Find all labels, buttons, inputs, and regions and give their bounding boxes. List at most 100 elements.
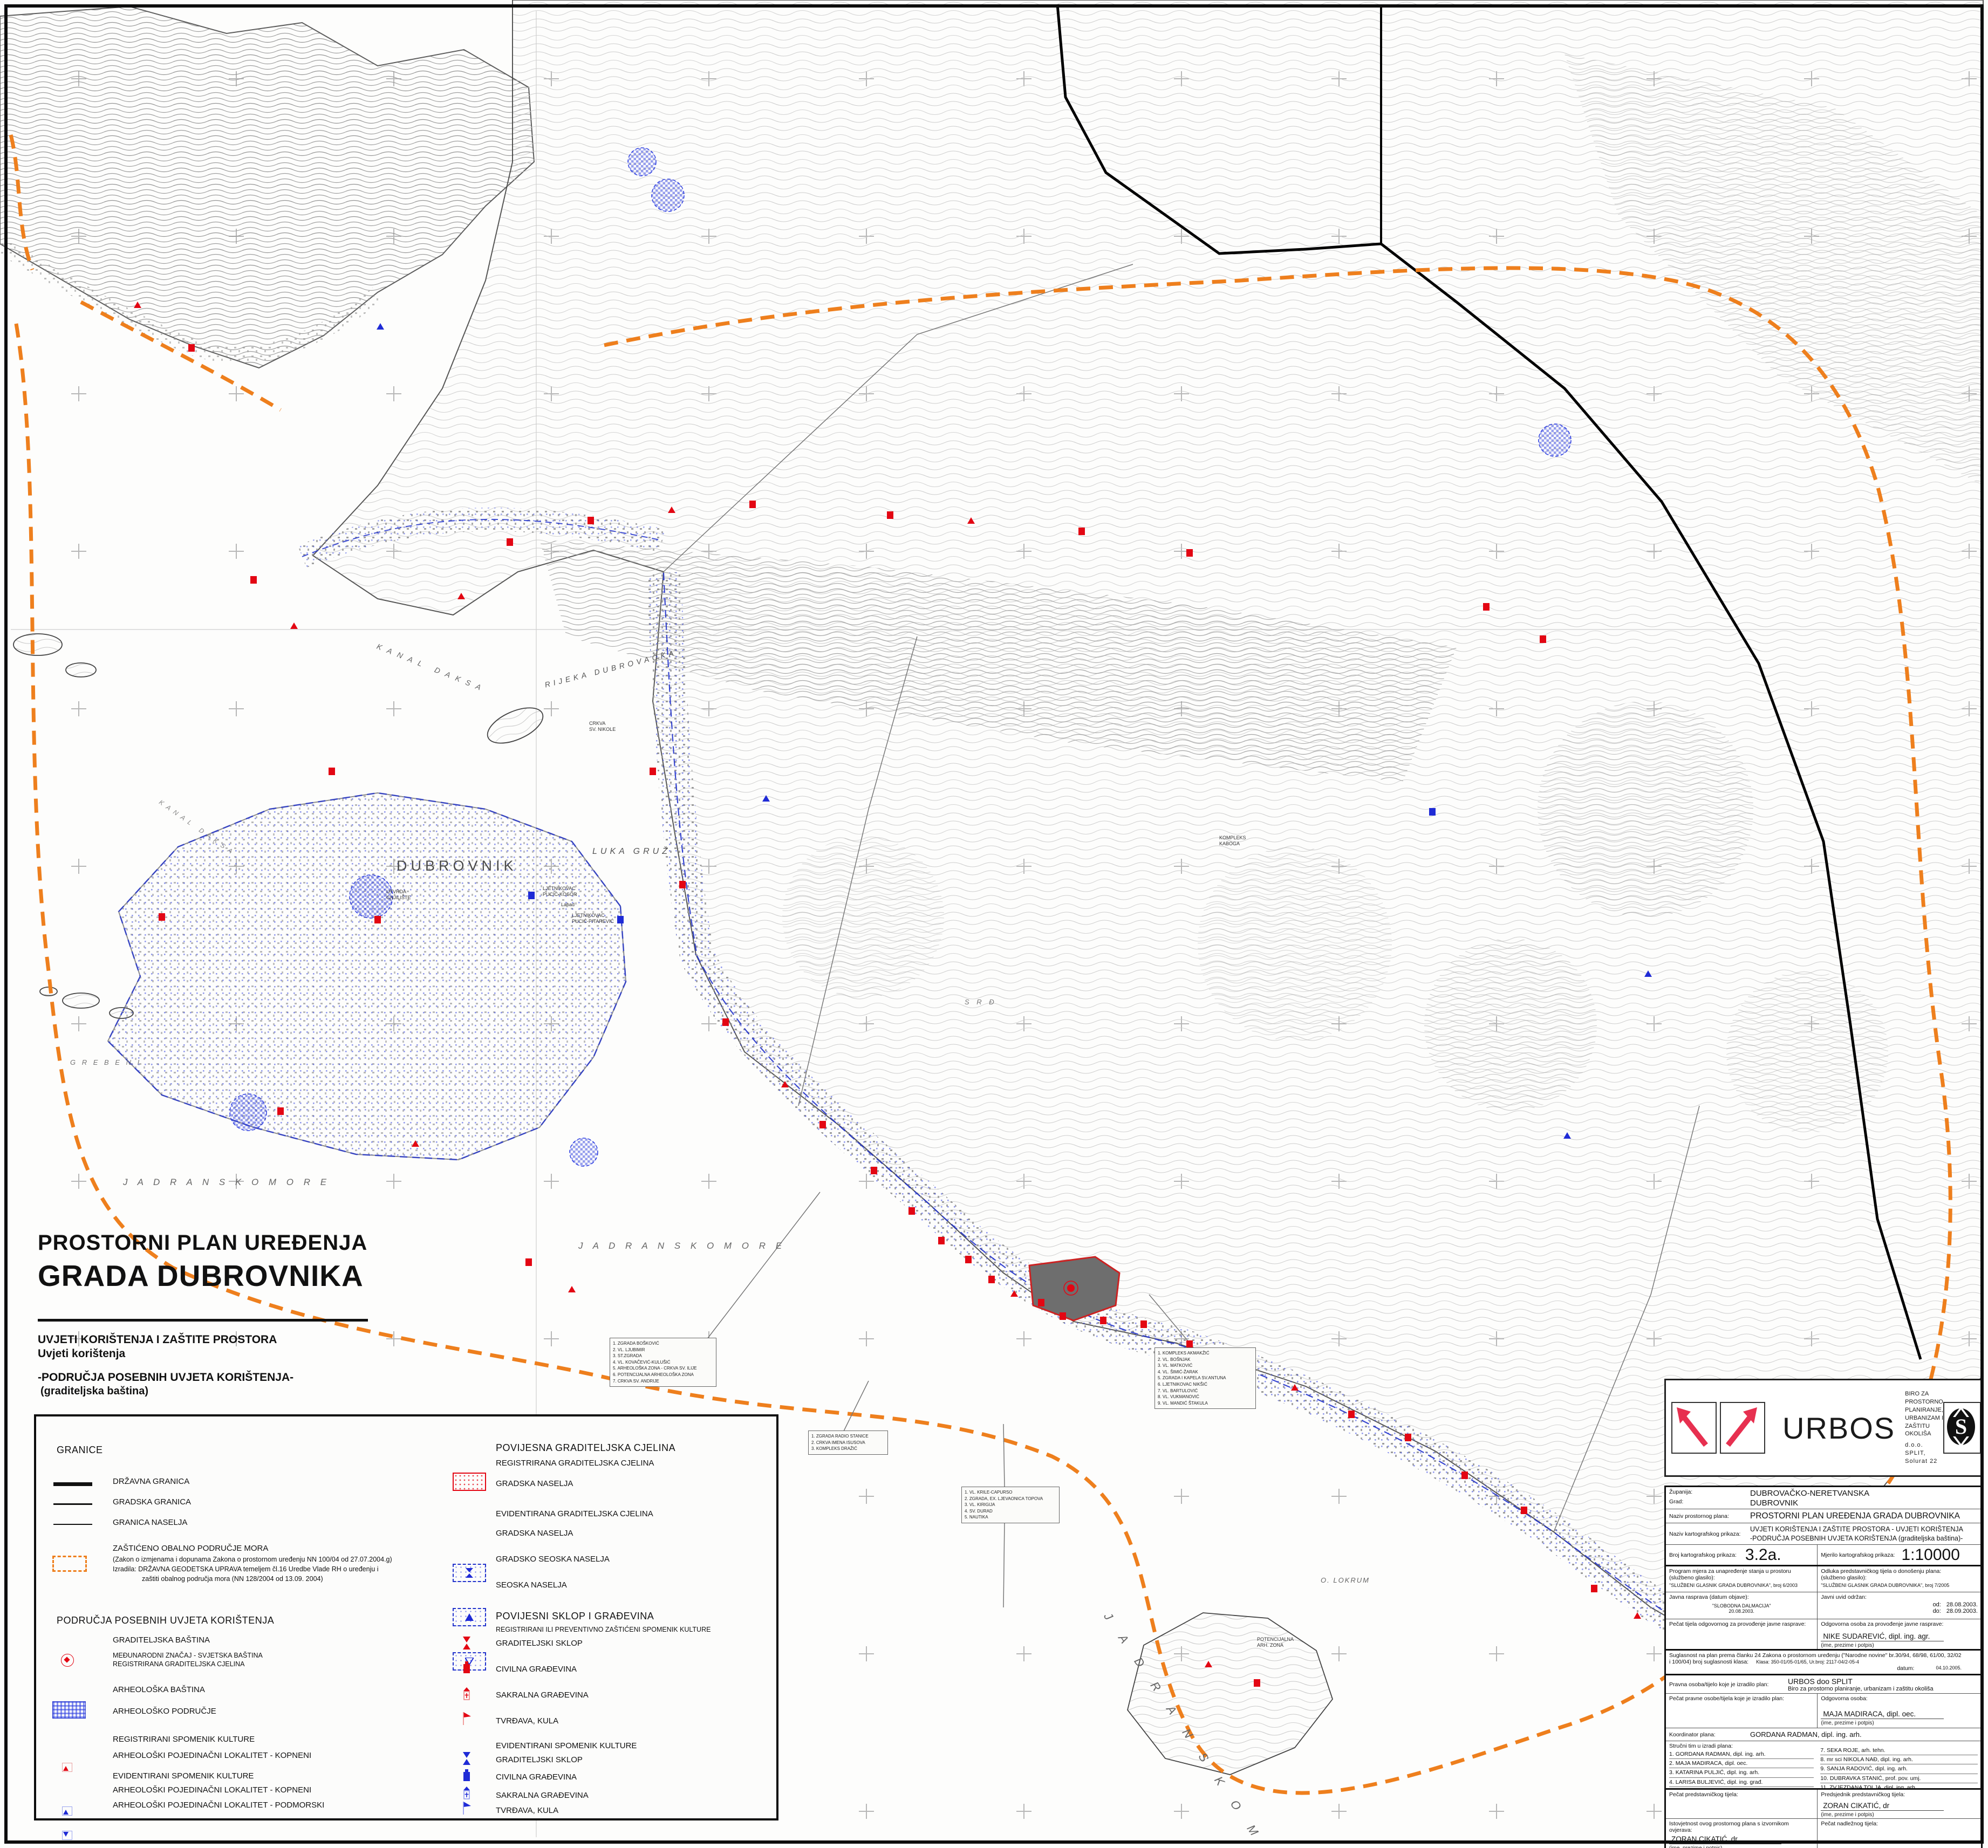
monument-marker-rs [722,1018,729,1026]
blue-fortress-flag-icon [463,1802,471,1815]
odgovorna-label: Odgovorna osoba: [1821,1695,1868,1702]
map-small-label: Lapad [561,902,575,907]
monument-marker-rs [1591,1585,1597,1592]
annotation-box-d: ZGRADA RADIO STANICE CRKVA IMENA ISUSOVA K… [808,1431,888,1455]
datum-value: 04.10.2005. [1936,1665,1962,1671]
map-label: S R Đ [965,998,997,1006]
list-item: ZGRADA RADIO STANICE [816,1434,869,1439]
annotation-box-a: ZGRADA BOŠKOVIĆ VL. LJUBIMIR ST.ZGRADA VL. … [610,1338,716,1387]
legend-tvrdava-evid: TVRĐAVA, KULA [496,1806,559,1815]
legend-arh-kopneni-evid: ARHEOLOŠKI POJEDINAČNI LOKALITET - KOPNE… [113,1785,312,1795]
legend-tvrdava-reg: TVRĐAVA, KULA [496,1716,559,1726]
plan-title-line1: PROSTORNI PLAN UREĐENJA [38,1231,368,1255]
legend-registrirana-sub: REGISTRIRANA GRADITELJSKA CJELINA [496,1459,654,1468]
odgovorna-javne-label: Odgovorna osoba za provođenje javne rasp… [1821,1621,1944,1627]
landmass-main [312,0,1984,1652]
monument-marker-rs [679,881,686,888]
blue-triangle-down-icon [63,1832,69,1837]
odluka-label2: (službeno glasilo): [1821,1575,1867,1581]
mjerilo-value: 1:10000 [1901,1545,1960,1564]
monument-marker-rt [1010,1290,1018,1297]
red-hourglass-marker-icon [463,1637,470,1649]
map-label: O. LOKRUM [1321,1576,1370,1584]
legend-sklop-evid: GRADITELJSKI SKLOP [496,1755,583,1764]
list-item: VL. MATKOVIĆ [1162,1363,1193,1368]
odgovorna-javne-value: NIKE SUDAREVIĆ, dipl. ing. agr. [1821,1632,1944,1641]
tim-label: Stručni tim u izradi plana: [1669,1743,1733,1749]
list-item: SV. DURAD [969,1508,993,1514]
monument-marker-bt [1563,1132,1571,1139]
legend-gradska: GRADSKA GRANICA [113,1497,192,1507]
monument-marker-rs [819,1121,826,1128]
row-broj-mjerilo: Broj kartografskog prikaza: 3.2a. Mjeril… [1666,1544,1981,1565]
zupanija-value: DUBROVAČKO-NERETVANSKA [1750,1489,1870,1498]
urbos-header: URBOS BIRO ZA PROSTORNO PLANIRANJE, URBA… [1664,1379,1983,1477]
monument-marker-rt [1634,1612,1641,1619]
monument-marker-rs [374,916,381,923]
map-label: LUKA GRUŽ [592,847,671,856]
monument-marker-rs [871,1167,877,1174]
pecat-nadleznog-label: Pečat nadležnog tijela: [1821,1820,1878,1827]
list-item: MAJA MADIRACA, dipl. oec. [1669,1760,1814,1769]
istovjetnost-value: ZORAN CIKATIĆ, dr [1669,1835,1781,1844]
zop-symbol [52,1556,87,1572]
red-fortress-flag-icon [463,1712,471,1725]
list-item: NAUTIKA [969,1515,988,1520]
legend-sakralna-evid: SAKRALNA GRAĐEVINA [496,1791,589,1800]
legend-gradsko-seoska: GRADSKO SEOSKA NASELJA [496,1555,610,1564]
svg-text:S: S [1955,1414,1967,1439]
monument-marker-rs [188,344,195,352]
evid-urban-symbol [453,1564,486,1582]
legend-zop-title: ZAŠTIĆENO OBALNO PODRUČJE MORA [113,1544,269,1553]
list-item: VL. VUKMANOVIĆ [1162,1394,1199,1400]
legend-gradska-naselja-evid: GRADSKA NASELJA [496,1529,573,1538]
javna-value1: "SLOBODNA DALMACIJA" [1712,1603,1771,1609]
legend-arh-kopneni-reg: ARHEOLOŠKI POJEDINAČNI LOKALITET - KOPNE… [113,1751,312,1760]
row-javna-uvid: Javna rasprava (datum objave): "SLOBODNA… [1666,1592,1981,1619]
monument-marker-rs [1405,1434,1411,1441]
list-item: CRKVA IMENA ISUSOVA [816,1440,865,1445]
triangle-up-icon [465,1613,474,1621]
grad-label: Grad: [1669,1498,1684,1505]
red-triangle-icon [63,1766,69,1771]
monument-marker-rs [1254,1679,1260,1687]
suglasnost-line1: Suglasnost na plan prema članku 24 Zakon… [1669,1652,1962,1659]
legend-graditeljska-header: GRADITELJSKA BAŠTINA [113,1635,210,1645]
monument-marker-rs [1186,1340,1193,1348]
red-civil-building-icon [463,1661,470,1673]
list-item: ZVJEZDANA TOLJA, dipl. ing. arh. [1820,1784,1978,1788]
monument-marker-rs [277,1107,284,1115]
row-istovjetnost: Istovjetnost ovog prostornog plana s izv… [1666,1818,1981,1848]
info-block: URBOS BIRO ZA PROSTORNO PLANIRANJE, URBA… [1664,1379,1983,1848]
monument-marker-rs [988,1276,995,1283]
annotation-box-b: KOMPLEKS AKMAKŽIĆ VL. BOŠNJAK VL. MATKOVIĆ… [1154,1347,1256,1409]
predsjednik-label: Predsjednik predstavničkog tijela: [1821,1791,1905,1798]
list-item: DUBRAVKA STANIĆ, prof. pov. umj. [1820,1775,1978,1783]
coastal-urban-strip [297,507,1737,1667]
monument-marker-rs [329,768,335,775]
monument-marker-rs [1100,1317,1106,1324]
arrow-up-right-icon [1726,1407,1757,1447]
urbos-desc-line1: BIRO ZA PROSTORNO PLANIRANJE, [1905,1391,1944,1413]
annotation-box-c: VL. KRILE-CAPURSO ZGRADA, EX. LJEVAONICA … [961,1487,1060,1523]
monument-marker-rs [938,1237,945,1244]
legend-zop-note3: zaštiti obalnog područja mora (NN 128/20… [142,1575,323,1583]
monument-marker-rs [650,768,656,775]
broj-label: Broj kartografskog prikaza: [1669,1551,1737,1558]
naziv-prikaza-line1: UVJETI KORIŠTENJA I ZAŠTITE PROSTORA - U… [1750,1525,1963,1533]
map-small-label: UTVRDA GNJILIŠTE [386,889,411,901]
row-pecat-odgovorna: Pečat pravne osobe/tijela koje je izradi… [1666,1693,1981,1728]
legend-evidentirani-header: EVIDENTIRANI SPOMENIK KULTURE [113,1771,254,1781]
row-zupanija-grad: Županija: DUBROVAČKO-NERETVANSKA Grad: DUB… [1666,1487,1981,1509]
odluka-label1: Odluka predstavničkog tijela o donošenju… [1821,1568,1942,1575]
broj-value: 3.2a. [1745,1545,1781,1564]
seal-s-icon: S [1947,1406,1976,1447]
urbos-description: BIRO ZA PROSTORNO PLANIRANJE, URBANIZAM … [1905,1390,1943,1466]
mjerilo-label: Mjerilo kartografskog prikaza: [1821,1551,1895,1558]
map-label: G R E B E N I [70,1058,142,1066]
monument-marker-rt [781,1081,789,1087]
map-label: J A D R A N S K O M O R E [123,1177,331,1187]
legend-povijesni-sklop-header: POVIJESNI SKLOP I GRAĐEVINA [496,1611,654,1621]
predsjednik-value: ZORAN CIKATIĆ, dr [1821,1801,1944,1811]
